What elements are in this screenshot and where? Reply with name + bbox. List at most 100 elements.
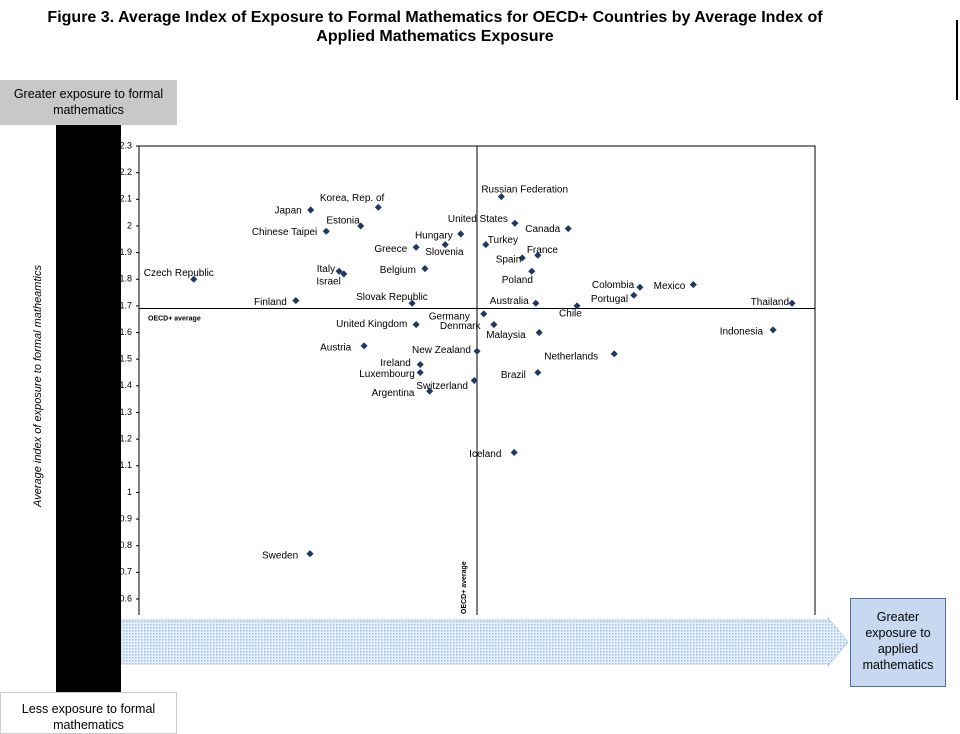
point — [426, 387, 434, 395]
point — [630, 291, 638, 299]
point-label: Austria — [320, 342, 352, 353]
point-label: Thailand — [751, 297, 789, 308]
point — [511, 219, 519, 227]
point-label: New Zealand — [412, 345, 471, 356]
point-label: Israel — [316, 277, 340, 288]
point-label: Indonesia — [720, 327, 764, 338]
point-label: Korea, Rep. of — [320, 193, 385, 204]
y-tick-label: 1.1 — [119, 460, 132, 470]
black-bar — [56, 124, 121, 697]
point — [412, 321, 420, 329]
point-label: Ireland — [380, 358, 411, 369]
point-label: Czech Republic — [144, 268, 214, 279]
point-label: Slovenia — [425, 247, 464, 258]
point-label: Brazil — [501, 370, 526, 381]
point-label: Colombia — [592, 280, 635, 291]
point-label: Greece — [374, 244, 407, 255]
point — [518, 254, 526, 262]
point — [360, 342, 368, 350]
point-label: Finland — [254, 297, 287, 308]
point-label: Russian Federation — [481, 184, 568, 195]
point — [564, 225, 572, 233]
point — [490, 321, 498, 329]
point-label: Portugal — [591, 294, 628, 305]
point — [573, 302, 581, 310]
y-tick-label: 1.7 — [119, 300, 132, 310]
point-label: Denmark — [440, 321, 482, 332]
point-label: Poland — [502, 275, 533, 286]
y-tick-label: 1.3 — [119, 407, 132, 417]
point — [412, 243, 420, 251]
point — [689, 281, 697, 289]
y-tick-label: 0.9 — [119, 513, 132, 523]
y-axis-label: Average index of exposure to formal math… — [32, 265, 44, 508]
point — [357, 222, 365, 230]
y-tick-label: 1.6 — [119, 327, 132, 337]
point — [457, 230, 465, 238]
y-tick-label: 2.1 — [119, 194, 132, 204]
reference-label: OECD+ average — [148, 315, 201, 322]
point-label: Mexico — [654, 281, 686, 292]
point-label: Chinese Taipei — [252, 227, 317, 238]
y-tick-label: 1.9 — [119, 247, 132, 257]
point-label: United Kingdom — [336, 319, 407, 330]
y-tick-label: 1 — [127, 487, 132, 497]
point — [335, 267, 343, 275]
point — [340, 270, 348, 278]
chart-title: Figure 3. Average Index of Exposure to F… — [47, 9, 823, 45]
y-tick-label: 1.5 — [119, 354, 132, 364]
y-tick-label: 0.8 — [119, 540, 132, 550]
applied-arrow — [120, 616, 849, 668]
point — [610, 350, 618, 358]
y-tick-label: 2.3 — [119, 140, 132, 150]
point-label: Switzerland — [416, 381, 468, 392]
bottom-box: Less exposure to formal mathematics — [0, 692, 177, 734]
point — [497, 193, 505, 201]
y-tick-label: 2.2 — [119, 167, 132, 177]
point-label: Belgium — [380, 265, 416, 276]
point — [473, 347, 481, 355]
point-label: Malaysia — [486, 330, 526, 341]
point — [416, 360, 424, 369]
point — [306, 550, 314, 558]
point — [441, 241, 449, 249]
point-label: Canada — [525, 224, 560, 235]
y-tick-label: 1.2 — [119, 434, 132, 444]
point-label: France — [527, 245, 559, 256]
y-tick-label: 0.6 — [119, 593, 132, 603]
point — [480, 310, 488, 318]
point-label: Australia — [490, 296, 529, 307]
point-label: Spain — [496, 255, 522, 266]
point — [416, 368, 424, 377]
point — [788, 299, 796, 307]
y-tick-label: 0.7 — [119, 567, 132, 577]
point-label: Iceland — [469, 449, 501, 460]
point — [535, 328, 543, 337]
point — [528, 267, 536, 275]
right-box: Greater exposure to applied mathematics — [850, 598, 946, 687]
y-tick-label: 1.8 — [119, 274, 132, 284]
y-tick-label: 1.4 — [119, 380, 132, 390]
point — [374, 203, 382, 211]
point-label: Germany — [429, 312, 470, 323]
point-label: Chile — [559, 309, 582, 320]
point-label: Turkey — [488, 235, 518, 246]
point — [408, 299, 416, 307]
reference-label: OECD+ average — [461, 561, 468, 614]
point-label: Hungary — [415, 231, 453, 242]
point — [534, 368, 542, 377]
top-box: Greater exposure to formal mathematics — [0, 80, 177, 125]
point — [769, 326, 777, 334]
point-label: Japan — [274, 206, 301, 217]
point — [307, 206, 315, 214]
point — [636, 283, 644, 291]
point — [534, 251, 542, 259]
point — [292, 297, 300, 305]
point — [190, 275, 198, 283]
point — [482, 241, 490, 249]
point-label: Luxembourg — [359, 369, 415, 380]
y-tick-label: 2 — [127, 220, 132, 230]
point — [421, 265, 429, 273]
